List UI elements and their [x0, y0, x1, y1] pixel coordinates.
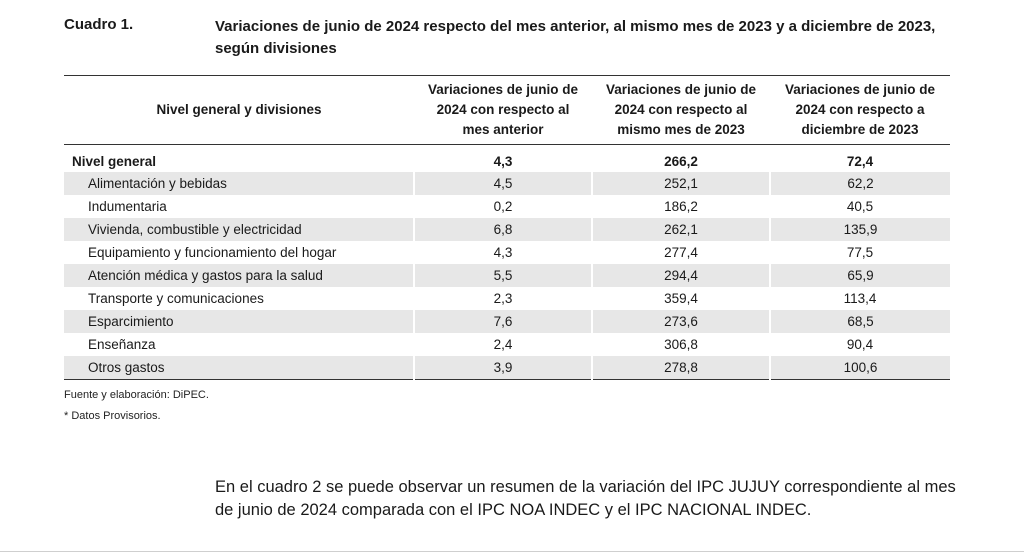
- cell-same-month-2023: 306,8: [664, 337, 698, 352]
- cell-previous-month: 4,3: [493, 154, 513, 169]
- cell-division: Otros gastos: [64, 356, 414, 380]
- cell-december-2023: 62,2: [769, 172, 950, 195]
- cell-division: Equipamiento y funcionamiento del hogar: [88, 245, 337, 260]
- table-row: Enseñanza 2,4 306,8 90,4: [64, 333, 950, 356]
- table-row: Equipamiento y funcionamiento del hogar 4…: [64, 241, 950, 264]
- cell-previous-month: 4,3: [493, 245, 513, 260]
- cell-previous-month: 3,9: [413, 356, 592, 380]
- provisional-note: * Datos Provisorios.: [64, 410, 161, 422]
- cell-previous-month: 0,2: [493, 199, 513, 214]
- table-body: Nivel general 4,3 266,2 72,4 Alimentación y …: [64, 145, 950, 380]
- cell-same-month-2023: 277,4: [664, 245, 698, 260]
- cell-same-month-2023: 273,6: [591, 310, 770, 333]
- cell-december-2023: 100,6: [769, 356, 950, 380]
- cell-december-2023: 65,9: [769, 264, 950, 287]
- table-title: Variaciones de junio de 2024 respecto de…: [215, 18, 936, 57]
- cell-division: Esparcimiento: [64, 310, 414, 333]
- table-row: Indumentaria 0,2 186,2 40,5: [64, 195, 950, 218]
- cell-december-2023: 72,4: [846, 154, 874, 169]
- cell-previous-month: 2,3: [493, 291, 513, 306]
- cell-same-month-2023: 266,2: [664, 154, 698, 169]
- cell-division: Transporte y comunicaciones: [88, 291, 264, 306]
- cell-previous-month: 6,8: [413, 218, 592, 241]
- table-number: Cuadro 1.: [64, 16, 134, 33]
- column-header-previous-month: Variaciones de junio de 2024 con respect…: [414, 75, 592, 145]
- table-row: Atención médica y gastos para la salud 5,…: [64, 264, 950, 287]
- cell-division: Enseñanza: [88, 337, 156, 352]
- cell-same-month-2023: 262,1: [591, 218, 770, 241]
- source-note: Fuente y elaboración: DiPEC.: [64, 389, 209, 401]
- table-header: Nivel general y divisiones Variaciones d…: [64, 75, 950, 145]
- table-row: Otros gastos 3,9 278,8 100,6: [64, 356, 950, 380]
- cell-previous-month: 2,4: [493, 337, 513, 352]
- cell-same-month-2023: 359,4: [664, 291, 698, 306]
- cell-same-month-2023: 294,4: [591, 264, 770, 287]
- table-row: Alimentación y bebidas 4,5 252,1 62,2: [64, 172, 950, 195]
- cell-december-2023: 68,5: [769, 310, 950, 333]
- cell-december-2023: 40,5: [846, 199, 874, 214]
- cell-previous-month: 7,6: [413, 310, 592, 333]
- table-row: Esparcimiento 7,6 273,6 68,5: [64, 310, 950, 333]
- cell-division: Vivienda, combustible y electricidad: [64, 218, 414, 241]
- cell-same-month-2023: 186,2: [664, 199, 698, 214]
- column-header-divisions: Nivel general y divisiones: [64, 75, 414, 145]
- cell-previous-month: 5,5: [413, 264, 592, 287]
- cell-december-2023: 77,5: [846, 245, 874, 260]
- page-divider: [0, 551, 1024, 552]
- column-header-december-2023: Variaciones de junio de 2024 con respect…: [770, 75, 950, 145]
- header-row: Nivel general y divisiones Variaciones d…: [64, 75, 950, 145]
- table-row-nivel-general: Nivel general 4,3 266,2 72,4: [64, 145, 950, 173]
- table-row: Transporte y comunicaciones 2,3 359,4 113,4: [64, 287, 950, 310]
- table-row: Vivienda, combustible y electricidad 6,8 2…: [64, 218, 950, 241]
- cell-division: Nivel general: [72, 154, 157, 169]
- variation-table: Nivel general y divisiones Variaciones d…: [64, 75, 950, 380]
- cell-same-month-2023: 252,1: [591, 172, 770, 195]
- cell-december-2023: 113,4: [843, 291, 877, 306]
- cell-division: Alimentación y bebidas: [64, 172, 414, 195]
- cell-division: Indumentaria: [88, 199, 167, 214]
- body-paragraph: En el cuadro 2 se puede observar un resu…: [215, 478, 956, 519]
- cell-division: Atención médica y gastos para la salud: [64, 264, 414, 287]
- cell-december-2023: 135,9: [769, 218, 950, 241]
- cell-december-2023: 90,4: [846, 337, 874, 352]
- column-header-same-month-2023: Variaciones de junio de 2024 con respect…: [592, 75, 770, 145]
- cell-previous-month: 4,5: [413, 172, 592, 195]
- cell-same-month-2023: 278,8: [591, 356, 770, 380]
